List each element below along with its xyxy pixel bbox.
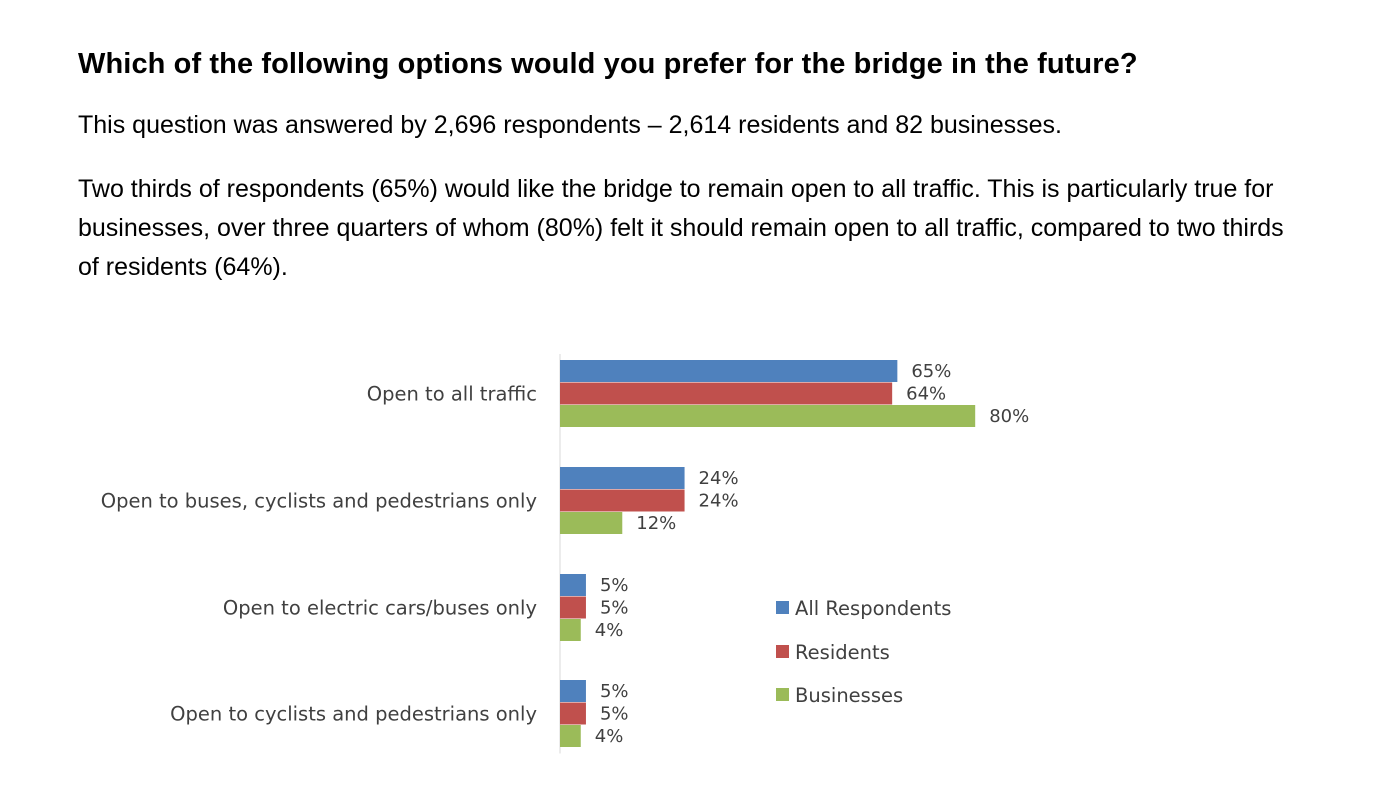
page-title: Which of the following options would you… [78,48,1138,80]
bar-all-respondents [560,680,586,702]
respondents-paragraph: This question was answered by 2,696 resp… [78,111,1062,139]
bar-businesses [560,619,581,641]
bar-residents [560,596,586,619]
data-label: 5% [600,681,629,702]
bar-residents [560,382,893,405]
data-label: 24% [699,468,739,489]
category-label: Open to all traffic [367,383,537,406]
legend-swatch [776,688,789,701]
bar-businesses [560,725,581,747]
category-label: Open to electric cars/buses only [223,597,537,620]
legend-label: Residents [795,641,890,664]
bar-residents [560,702,586,725]
data-label: 65% [911,361,951,382]
data-label: 64% [906,384,946,405]
legend-label: Businesses [795,684,903,707]
data-label: 4% [595,726,624,747]
legend-swatch [776,645,789,658]
bar-businesses [560,512,623,534]
summary-paragraph: Two thirds of respondents (65%) would li… [78,175,1284,281]
bar-residents [560,489,685,512]
data-label: 5% [600,704,629,725]
data-label: 80% [989,406,1029,427]
legend-swatch [776,601,789,614]
bar-all-respondents [560,467,685,489]
bar-all-respondents [560,360,898,382]
data-label: 4% [595,620,624,641]
data-label: 24% [699,491,739,512]
data-label: 5% [600,598,629,619]
category-label: Open to buses, cyclists and pedestrians … [101,490,537,513]
data-label: 12% [636,513,676,534]
category-label: Open to cyclists and pedestrians only [170,703,537,726]
bar-all-respondents [560,574,586,596]
bar-businesses [560,405,976,427]
legend-label: All Respondents [795,597,951,620]
data-label: 5% [600,575,629,596]
